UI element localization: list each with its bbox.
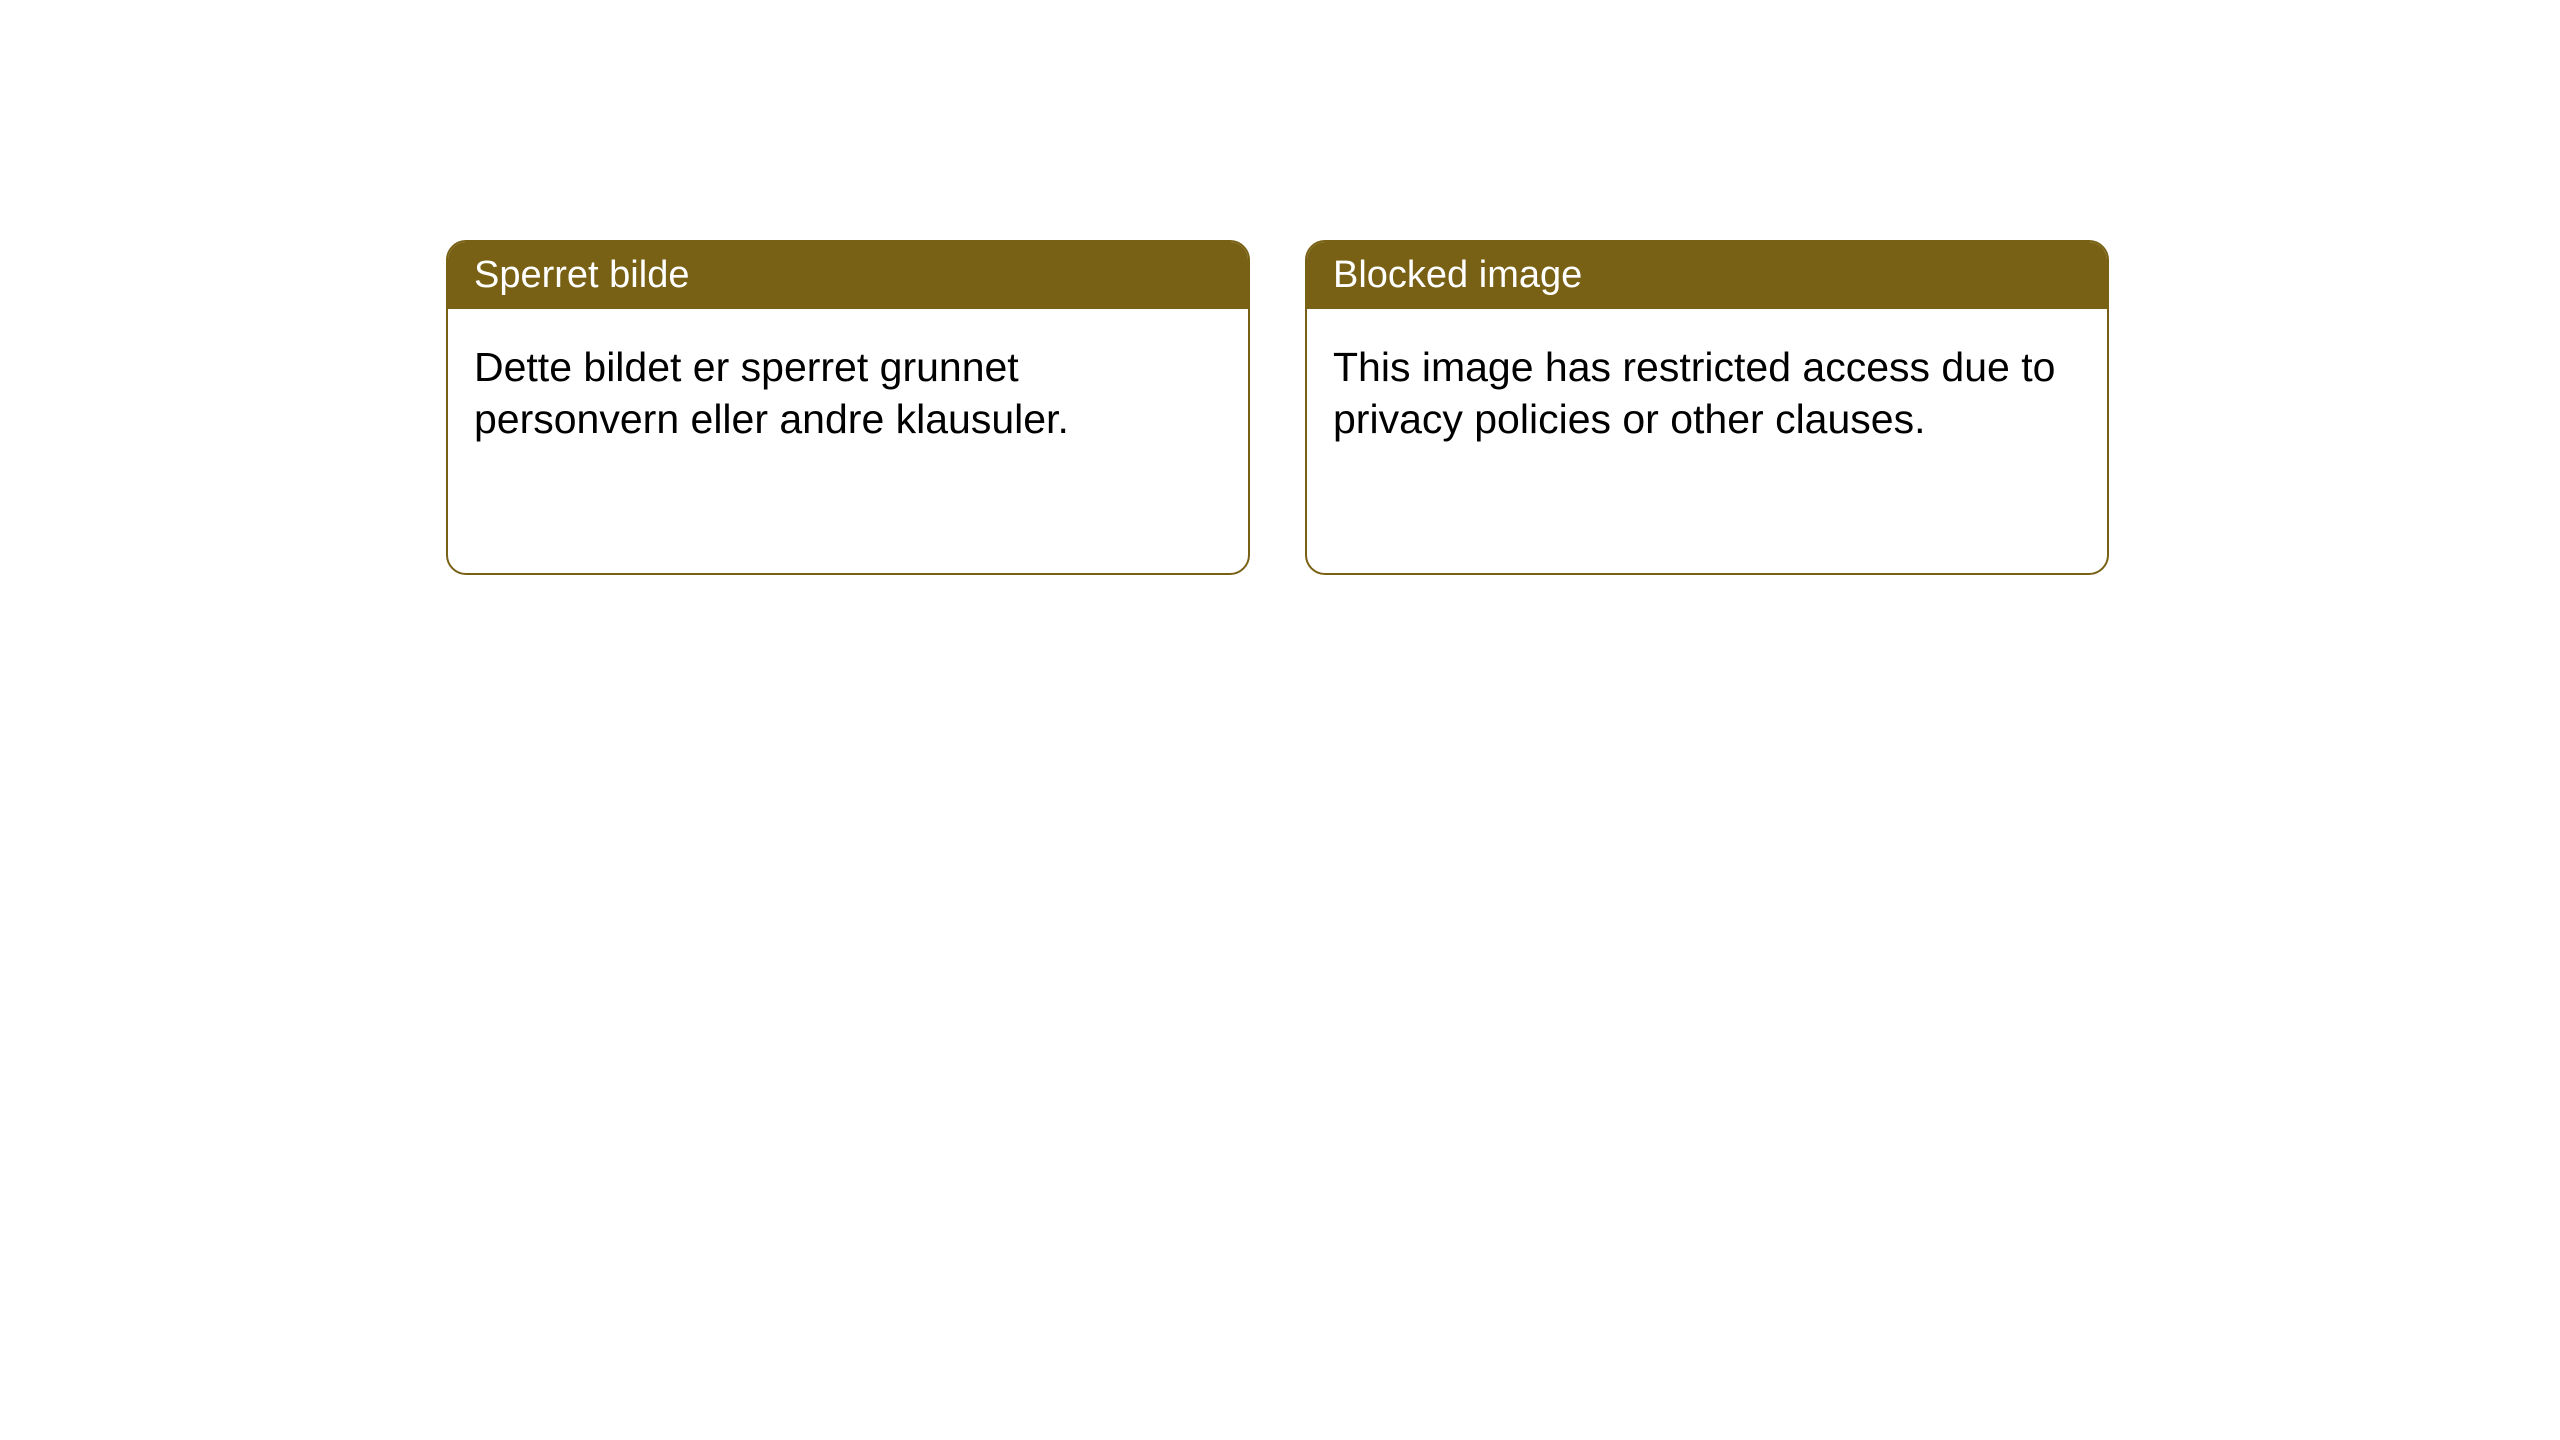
notice-header-no: Sperret bilde — [448, 242, 1248, 309]
notice-title-en: Blocked image — [1333, 254, 1582, 296]
notice-container: Sperret bilde Dette bildet er sperret gr… — [446, 240, 2109, 575]
notice-card-no: Sperret bilde Dette bildet er sperret gr… — [446, 240, 1250, 575]
notice-header-en: Blocked image — [1307, 242, 2107, 309]
notice-text-en: This image has restricted access due to … — [1333, 344, 2055, 442]
notice-card-en: Blocked image This image has restricted … — [1305, 240, 2109, 575]
notice-title-no: Sperret bilde — [474, 254, 689, 296]
notice-text-no: Dette bildet er sperret grunnet personve… — [474, 344, 1069, 442]
notice-body-en: This image has restricted access due to … — [1307, 309, 2107, 478]
notice-body-no: Dette bildet er sperret grunnet personve… — [448, 309, 1248, 478]
